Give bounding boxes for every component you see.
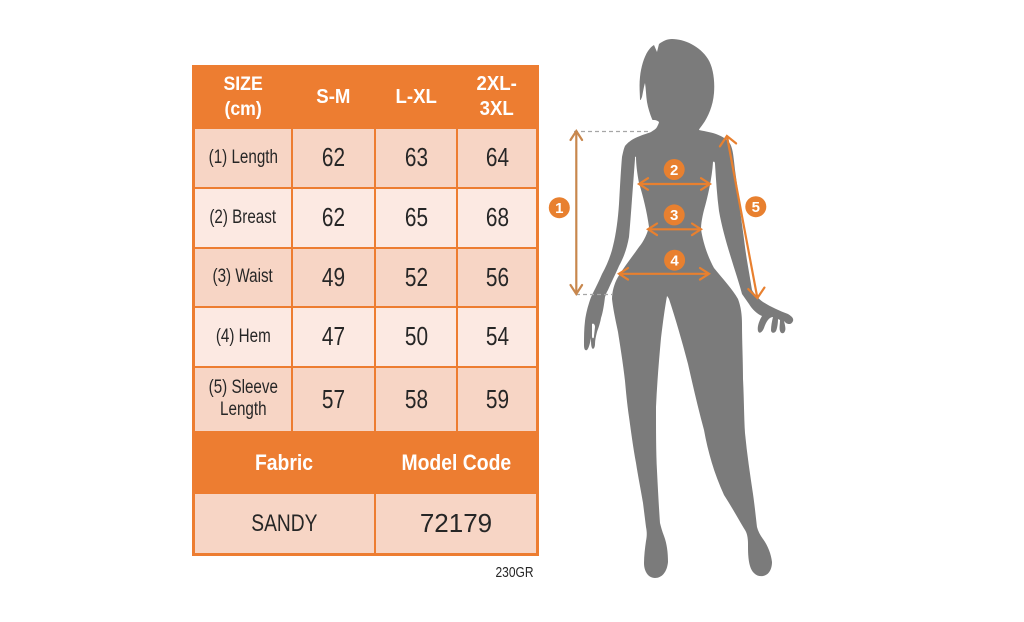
svg-text:1: 1 (555, 200, 563, 217)
svg-text:4: 4 (670, 253, 679, 270)
svg-text:5: 5 (752, 199, 760, 216)
svg-text:2: 2 (670, 162, 678, 179)
svg-text:3: 3 (670, 207, 678, 224)
